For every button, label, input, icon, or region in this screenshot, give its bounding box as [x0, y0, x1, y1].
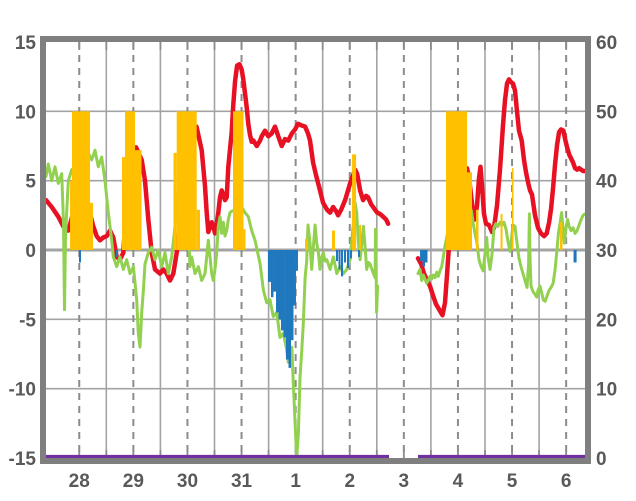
- x-day-label: 3: [399, 471, 410, 492]
- y-left-tick-label: 15: [15, 33, 37, 54]
- y-right-tick-label: 30: [596, 241, 617, 262]
- x-day-label: 6: [561, 471, 572, 492]
- blue-bars: [78, 250, 577, 368]
- x-day-label: 2: [344, 471, 355, 492]
- x-day-label: 31: [231, 471, 253, 492]
- y-left-tick-label: 5: [25, 172, 36, 193]
- y-right-tick-label: 0: [596, 449, 607, 470]
- y-right-tick-label: 50: [596, 102, 617, 123]
- plot-border: [40, 36, 591, 464]
- y-left-tick-label: 0: [25, 241, 36, 262]
- y-right-tick-label: 10: [596, 380, 617, 401]
- x-day-label: 1: [290, 471, 301, 492]
- y-left-tick-label: -10: [9, 380, 36, 401]
- y-left-tick-label: 10: [15, 102, 36, 123]
- y-left-tick-label: -15: [9, 449, 37, 470]
- y-right-tick-label: 20: [596, 310, 617, 331]
- y-right-tick-label: 40: [596, 172, 617, 193]
- x-day-label: 28: [69, 471, 90, 492]
- x-day-label: 4: [453, 471, 464, 492]
- y-left-tick-label: -5: [19, 310, 36, 331]
- orange-bars: [70, 111, 563, 250]
- x-day-label: 29: [123, 471, 144, 492]
- x-day-label: 5: [507, 471, 518, 492]
- x-day-label: 30: [177, 471, 198, 492]
- y-right-tick-label: 60: [596, 33, 617, 54]
